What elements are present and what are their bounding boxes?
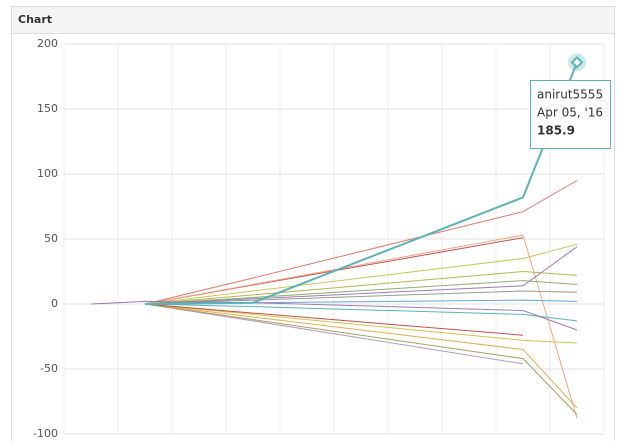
y-tick-label: -50: [40, 362, 58, 375]
y-tick-label: 150: [37, 102, 58, 115]
y-tick-label: 0: [51, 297, 58, 310]
series-line: [144, 303, 578, 409]
y-tick-label: 100: [37, 167, 58, 180]
tooltip-name: anirut5555: [537, 88, 603, 102]
panel-header: [12, 7, 614, 33]
series-line: [144, 303, 578, 344]
tooltip-value: 185.9: [537, 124, 575, 138]
y-tick-label: 200: [37, 37, 58, 50]
series-line: [144, 243, 578, 305]
tooltip-date: Apr 05, '16: [537, 106, 603, 120]
y-tick-label: 50: [44, 232, 58, 245]
y-tick-label: -100: [33, 427, 58, 440]
series-line: [144, 303, 578, 415]
hover-point: [570, 55, 584, 69]
panel: [11, 6, 615, 441]
series-line: [144, 270, 578, 305]
series-line: [144, 303, 578, 322]
series-line: [144, 234, 578, 419]
series-line: [144, 303, 524, 336]
series-line: [144, 180, 578, 305]
tooltip: [530, 80, 611, 149]
series-line: [144, 246, 578, 305]
chart-title: Chart: [18, 13, 52, 26]
series-line: [144, 280, 578, 305]
